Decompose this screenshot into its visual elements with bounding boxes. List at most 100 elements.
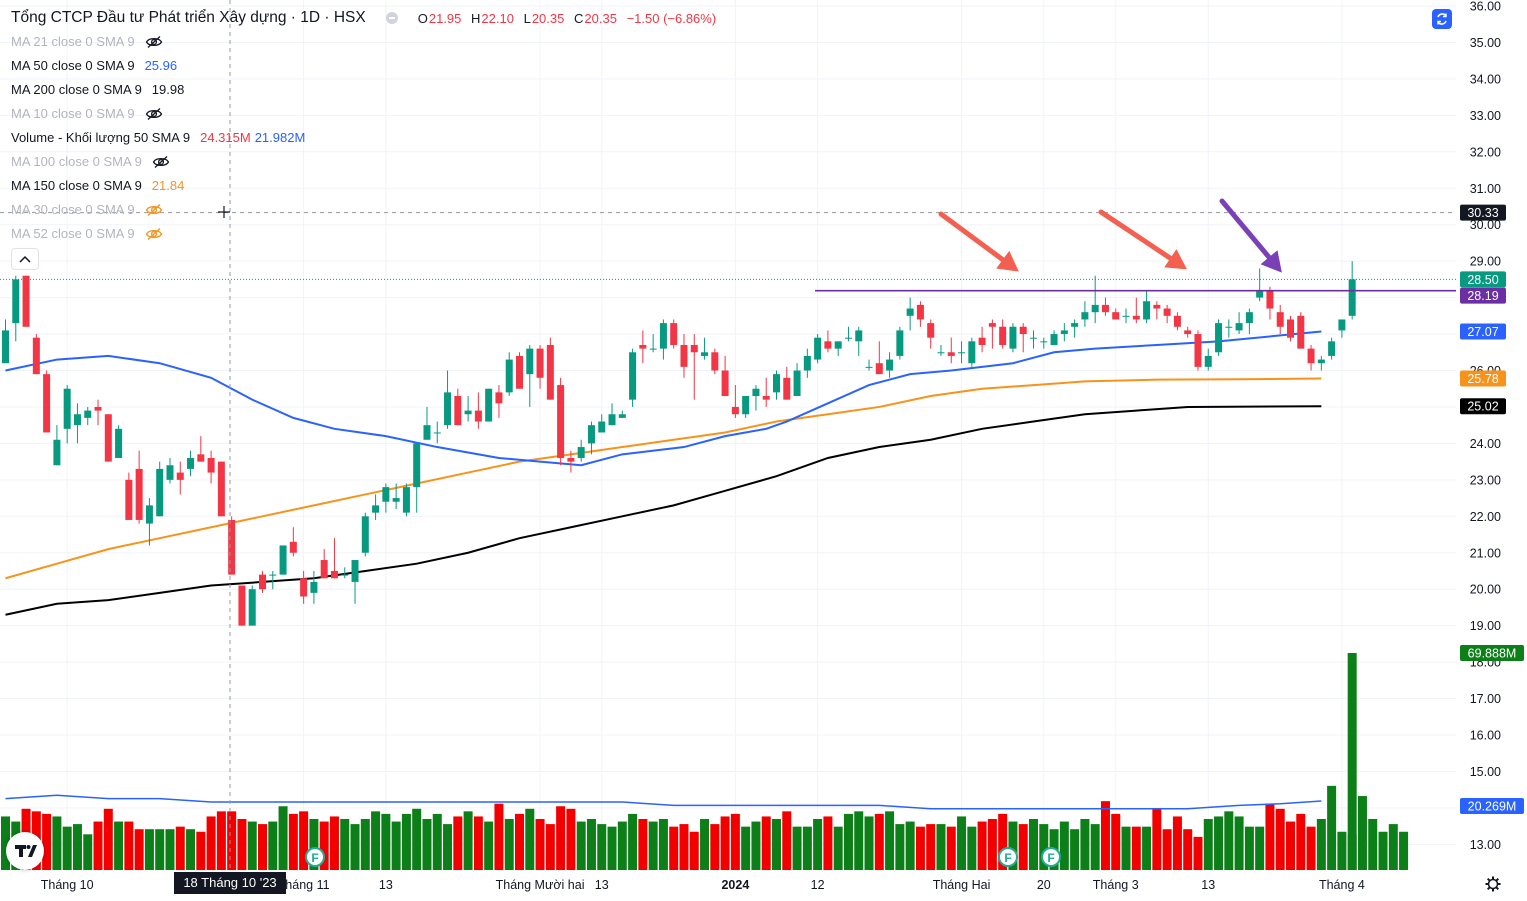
symbol-title[interactable]: Tổng CTCP Đầu tư Phát triển Xây dựng · 1… (11, 9, 366, 26)
volume-bar (288, 813, 298, 870)
gear-icon-tooth (1495, 886, 1500, 891)
volume-bar (1327, 785, 1337, 870)
candle-body (577, 447, 585, 458)
volume-bar (134, 829, 144, 870)
volume-bar (42, 813, 52, 870)
candle-body (773, 374, 780, 393)
time-tick-label: Tháng 4 (1319, 878, 1365, 892)
indicator-row[interactable]: MA 200 close 0 SMA 9 19.98 (11, 78, 722, 102)
candle-body (947, 352, 955, 356)
indicator-row[interactable]: MA 50 close 0 SMA 9 25.96 (11, 54, 722, 78)
indicator-row[interactable]: MA 21 close 0 SMA 9 (11, 30, 722, 54)
candle-body (536, 348, 544, 378)
volume-ma-line (5, 794, 1322, 810)
candle-body (1081, 312, 1089, 320)
candle-body (608, 414, 616, 426)
annotation-arrow-2-head (1164, 249, 1187, 270)
price-tick-label: 15.00 (1470, 765, 1501, 779)
candle-body (187, 457, 195, 469)
volume-bar (556, 806, 566, 870)
indicator-row[interactable]: MA 52 close 0 SMA 9 (11, 222, 722, 246)
volume-bar (987, 819, 997, 870)
candle-body (341, 574, 349, 576)
candle-body (896, 330, 904, 356)
indicator-row[interactable]: Volume - Khối lượng 50 SMA 9 24.315M 21.98… (11, 126, 722, 150)
low-key: L (523, 10, 531, 26)
candle-body (752, 388, 760, 397)
time-tick-label: Tháng Mười hai (496, 878, 585, 892)
candle-body (228, 519, 236, 575)
candle-body (1112, 312, 1120, 320)
candle-body (1225, 326, 1233, 328)
volume-bar (1234, 816, 1244, 870)
volume-bar (566, 808, 576, 870)
eye-off-icon[interactable] (145, 107, 163, 121)
price-badge-label: 27.07 (1467, 325, 1498, 339)
candle-body (824, 341, 832, 349)
eye-off-icon[interactable] (152, 155, 170, 169)
volume-bar (93, 821, 103, 870)
volume-bar (1337, 831, 1347, 870)
eye-off-icon[interactable] (145, 203, 163, 217)
indicator-label: Volume - Khối lượng 50 SMA 9 (11, 130, 191, 145)
candle-body (834, 341, 842, 349)
indicator-row[interactable]: MA 150 close 0 SMA 9 21.84 (11, 174, 722, 198)
time-tick-label: Tháng 10 (41, 878, 94, 892)
candle-body (248, 589, 256, 626)
volume-bar (165, 829, 175, 870)
close-key: C (574, 10, 584, 26)
candle-body (1348, 279, 1356, 316)
indicator-row[interactable]: MA 100 close 0 SMA 9 (11, 150, 722, 174)
price-badge (1460, 398, 1506, 415)
tradingview-logo[interactable] (6, 832, 44, 870)
volume-bar (1039, 824, 1049, 870)
time-tick-label: Tháng 3 (1093, 878, 1139, 892)
candle-body (1071, 323, 1079, 327)
volume-bar (1193, 836, 1203, 870)
candle-body (330, 570, 338, 579)
candle-body (711, 352, 719, 371)
indicator-label: MA 30 close 0 SMA 9 (11, 202, 135, 217)
candle-body (916, 304, 924, 320)
candle-body (22, 275, 30, 327)
volume-bar (155, 829, 165, 870)
indicator-row[interactable]: MA 10 close 0 SMA 9 (11, 102, 722, 126)
eye-off-icon[interactable] (145, 35, 163, 49)
indicator-label: MA 52 close 0 SMA 9 (11, 226, 135, 241)
candle-body (300, 578, 308, 597)
candle-body (2, 330, 9, 364)
volume-bar (833, 826, 843, 870)
candle-body (587, 425, 595, 444)
volume-bar (730, 813, 740, 870)
candle-body (1060, 330, 1068, 335)
collapse-legend-button[interactable] (11, 248, 39, 270)
candle-body (259, 574, 266, 590)
volume-bar (823, 816, 833, 870)
candle-body (145, 505, 153, 524)
volume-bar (340, 819, 350, 870)
volume-bar (432, 813, 442, 870)
volume-bar (278, 806, 288, 870)
volume-bar (484, 821, 494, 870)
gear-icon[interactable] (1485, 876, 1501, 892)
volume-bar (998, 813, 1008, 870)
volume-bar (494, 803, 504, 870)
volume-bar-last (1347, 653, 1357, 870)
sync-button[interactable] (1432, 9, 1452, 29)
price-axis[interactable]: 36.00 35.00 34.00 33.00 32.00 31.00 30.00 29.00… (1456, 0, 1527, 901)
eye-off-icon[interactable] (145, 227, 163, 241)
candle-body (701, 352, 709, 356)
price-tick-label: 19.00 (1470, 619, 1501, 633)
candle-body (115, 428, 123, 458)
price-axis-bg (1456, 0, 1527, 901)
ma200-line (5, 405, 1322, 616)
candle-body (94, 406, 102, 411)
indicator-row[interactable]: MA 30 close 0 SMA 9 (11, 198, 722, 222)
volume-bar (237, 819, 247, 870)
open-value: 21.95 (428, 10, 462, 26)
candle-body (485, 388, 493, 422)
sync-icon (1437, 13, 1447, 25)
price-tick-label: 29.00 (1470, 255, 1501, 269)
candle-body (690, 344, 698, 353)
candle-body (927, 323, 935, 338)
